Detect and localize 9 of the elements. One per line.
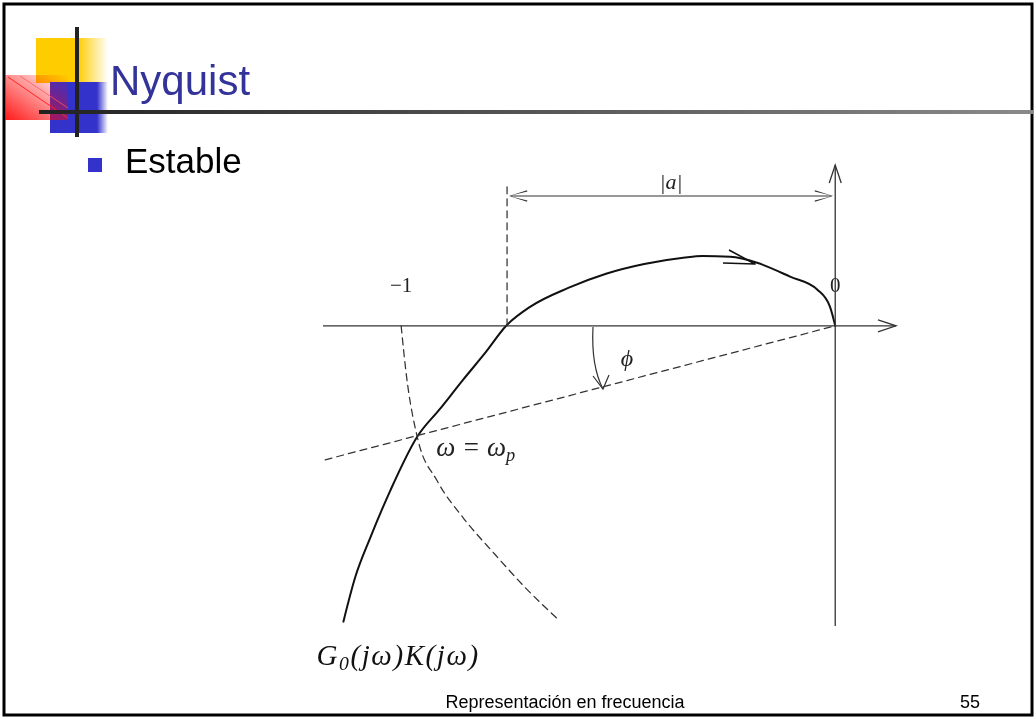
series-label: G$_{0}$(jω)K(jω) [316,638,480,674]
text: Representación en frecuencia [445,692,686,712]
x-tick-label: −1 [389,272,413,297]
text: 55 [960,692,981,712]
annotation: |a| [659,169,683,194]
annotation: ω = ω$_{p}$ [436,431,516,465]
chart-subtitle: Estable [125,141,242,180]
annotation: ϕ [620,345,634,371]
chart-title: Nyquist [110,57,251,104]
